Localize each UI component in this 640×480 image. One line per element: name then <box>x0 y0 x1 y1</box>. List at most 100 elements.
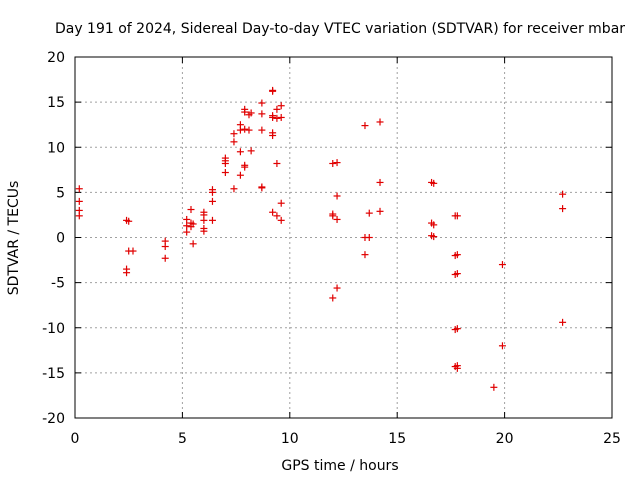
data-point <box>273 105 281 113</box>
data-point <box>183 215 191 223</box>
data-point <box>376 178 384 186</box>
data-point <box>453 270 461 278</box>
data-point <box>329 294 337 302</box>
data-point <box>230 185 238 193</box>
data-point <box>258 126 266 134</box>
data-point <box>430 179 438 187</box>
data-point <box>498 261 506 269</box>
data-point <box>559 318 567 326</box>
y-tick-label: 5 <box>56 185 65 201</box>
chart-title: Day 191 of 2024, Sidereal Day-to-day VTE… <box>55 21 625 37</box>
data-point <box>75 197 83 205</box>
data-point <box>221 169 229 177</box>
data-point <box>365 234 373 241</box>
axis-ticks <box>74 56 613 419</box>
data-point <box>453 364 461 372</box>
data-point <box>236 148 244 156</box>
data-point <box>430 221 438 229</box>
data-point <box>333 192 341 200</box>
y-tick-label: -5 <box>51 276 65 292</box>
data-point <box>183 228 191 236</box>
data-point <box>273 159 281 167</box>
data-point <box>125 217 133 225</box>
data-point <box>329 159 337 167</box>
data-point <box>453 212 461 220</box>
data-point <box>200 216 208 224</box>
data-point <box>453 251 461 259</box>
data-point <box>329 212 337 220</box>
y-axis-label: SDTVAR / TECUs <box>6 181 22 296</box>
data-point <box>361 122 369 130</box>
x-axis-label: GPS time / hours <box>281 458 398 474</box>
data-point <box>333 215 341 223</box>
data-point <box>208 188 216 196</box>
data-point <box>269 132 277 140</box>
data-point <box>189 240 197 248</box>
data-point <box>430 233 438 241</box>
data-point <box>230 130 238 138</box>
data-point <box>258 184 266 192</box>
data-point <box>230 138 238 146</box>
data-point <box>75 212 83 220</box>
data-point <box>236 126 244 134</box>
data-point <box>269 208 277 216</box>
data-point <box>365 209 373 217</box>
y-tick-labels: -20 -15 -10 -5 0 5 10 15 20 <box>42 50 65 427</box>
data-point <box>559 205 567 213</box>
data-point <box>247 109 255 117</box>
y-tick-label: -20 <box>42 411 65 427</box>
data-point <box>247 147 255 155</box>
data-point <box>277 199 285 207</box>
x-tick-label: 5 <box>178 431 187 447</box>
y-tick-label: 10 <box>47 140 65 156</box>
y-tick-label: 0 <box>56 231 65 247</box>
data-point <box>236 171 244 179</box>
data-point <box>277 102 285 110</box>
data-point <box>161 243 169 251</box>
x-tick-label: 10 <box>281 431 299 447</box>
data-point <box>208 197 216 205</box>
data-point <box>187 206 195 214</box>
x-tick-label: 0 <box>71 431 80 447</box>
data-point <box>123 269 131 277</box>
data-point <box>490 383 498 391</box>
y-tick-label: 20 <box>47 50 65 66</box>
data-point <box>200 227 208 235</box>
data-point <box>559 190 567 198</box>
data-point <box>361 251 369 259</box>
data-point <box>269 87 277 95</box>
data-point <box>273 212 281 220</box>
data-point <box>376 118 384 126</box>
y-tick-label: -15 <box>42 366 65 382</box>
data-point <box>75 185 83 193</box>
y-tick-label: -10 <box>42 321 65 337</box>
data-point <box>161 254 169 262</box>
data-point <box>333 159 341 167</box>
data-point <box>453 325 461 333</box>
data-point <box>269 113 277 121</box>
data-point <box>129 247 137 255</box>
data-point <box>258 99 266 107</box>
data-point <box>183 222 191 230</box>
x-tick-label: 25 <box>603 431 621 447</box>
data-point <box>258 110 266 118</box>
y-tick-label: 15 <box>47 95 65 111</box>
data-point <box>241 108 249 116</box>
data-point <box>241 163 249 171</box>
data-point <box>208 216 216 224</box>
x-tick-label: 20 <box>496 431 514 447</box>
data-point <box>241 125 249 133</box>
data-point <box>376 207 384 215</box>
data-points <box>75 86 567 391</box>
data-point <box>333 284 341 292</box>
x-tick-label: 15 <box>388 431 406 447</box>
data-point <box>245 126 253 134</box>
data-point <box>277 113 285 121</box>
x-tick-labels: 0 5 10 15 20 25 <box>71 431 621 447</box>
grid-lines <box>75 57 612 418</box>
data-point <box>273 114 281 122</box>
data-point <box>221 159 229 167</box>
data-point <box>498 342 506 350</box>
data-point <box>189 220 197 228</box>
